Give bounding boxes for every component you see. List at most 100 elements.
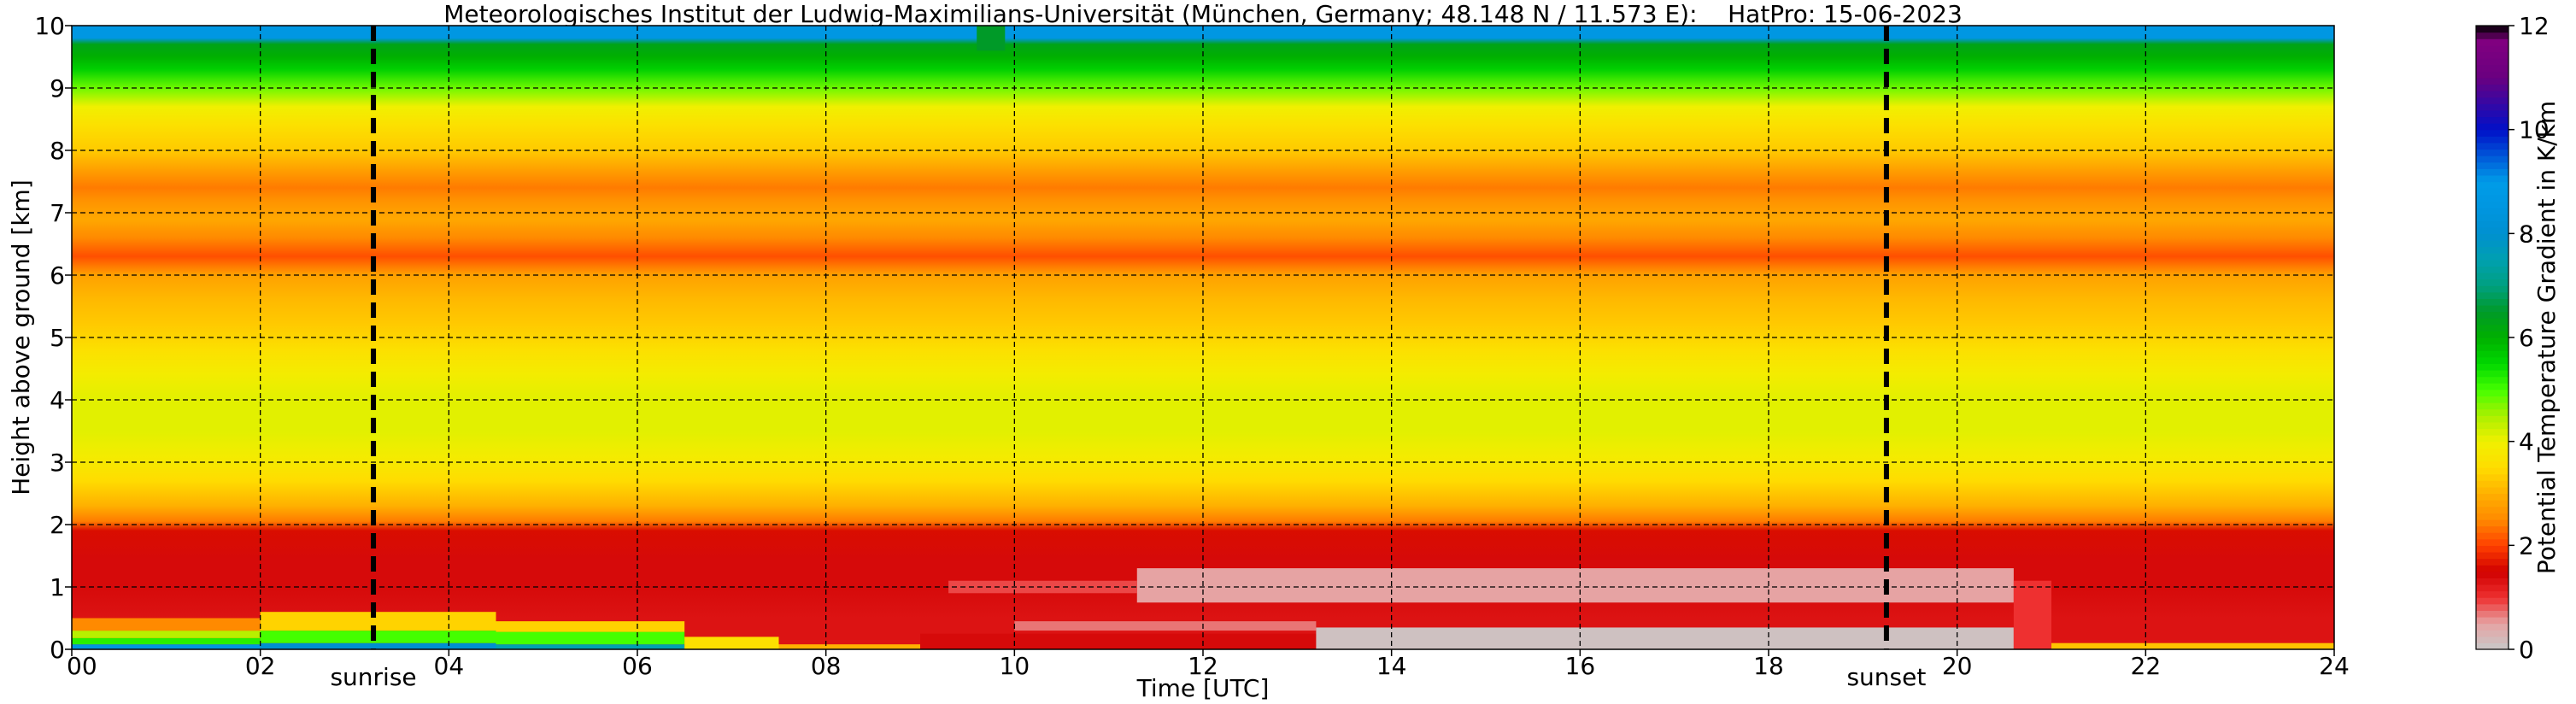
heatmap-cell	[948, 580, 1137, 594]
colorbar-segment	[2476, 298, 2509, 306]
colorbar-segment	[2476, 428, 2509, 436]
colorbar-segment	[2476, 480, 2509, 488]
colorbar-segment	[2476, 136, 2509, 144]
colorbar-segment	[2476, 266, 2509, 273]
colorbar-tick-label: 2	[2519, 531, 2534, 560]
colorbar-segment	[2476, 383, 2509, 390]
colorbar-segment	[2476, 214, 2509, 221]
colorbar-segment	[2476, 538, 2509, 546]
colorbar-segment	[2476, 291, 2509, 299]
heatmap-cell	[1014, 621, 1317, 631]
colorbar-segment	[2476, 181, 2509, 189]
colorbar-segment	[2476, 603, 2509, 611]
colorbar-label: Potential Temperature Gradient in K/km	[2532, 101, 2561, 574]
x-tick-label: 04	[434, 652, 465, 680]
colorbar-segment	[2476, 363, 2509, 371]
colorbar-segment	[2476, 486, 2509, 495]
colorbar-segment	[2476, 337, 2509, 345]
colorbar-segment	[2476, 26, 2509, 33]
y-tick-label: 6	[50, 261, 65, 290]
colorbar-segment	[2476, 168, 2509, 176]
heatmap-cell	[260, 612, 496, 631]
colorbar-segment	[2476, 91, 2509, 98]
colorbar-segment	[2476, 415, 2509, 423]
y-axis-label: Height above ground [km]	[7, 179, 35, 496]
colorbar-segment	[2476, 155, 2509, 163]
colorbar-segment	[2476, 109, 2509, 118]
y-axis: 0 1 2 3 4 5 6 7 8 9 10	[34, 12, 72, 664]
colorbar-segment	[2476, 246, 2509, 254]
colorbar-segment	[2476, 285, 2509, 293]
heatmap-cell	[1316, 627, 2014, 649]
colorbar-segment	[2476, 97, 2509, 104]
colorbar-segment	[2476, 253, 2509, 261]
colorbar-segment	[2476, 324, 2509, 331]
colorbar-segment	[2476, 448, 2509, 455]
colorbar-segment	[2476, 610, 2509, 618]
x-tick-label: 06	[622, 652, 653, 680]
colorbar-segment	[2476, 402, 2509, 410]
heatmap-cell	[72, 644, 261, 649]
chart-title: Meteorologisches Institut der Ludwig-Max…	[443, 0, 1963, 28]
y-tick-label: 1	[50, 573, 65, 601]
colorbar-segment	[2476, 149, 2509, 156]
colorbar-segment	[2476, 116, 2509, 124]
colorbar-segment	[2476, 389, 2509, 397]
heatmap-cell	[684, 637, 779, 649]
colorbar-segment	[2476, 239, 2509, 248]
x-tick-label: 12	[1188, 652, 1218, 680]
heatmap-cell	[260, 631, 496, 643]
colorbar-segment	[2476, 220, 2509, 228]
colorbar-segment	[2476, 525, 2509, 533]
colorbar-segment	[2476, 318, 2509, 326]
colorbar-segment	[2476, 103, 2509, 111]
colorbar-segment	[2476, 473, 2509, 481]
colorbar-segment	[2476, 38, 2509, 46]
y-tick-label: 2	[50, 511, 65, 539]
x-axis-label: Time [UTC]	[1136, 674, 1270, 702]
colorbar-segment	[2476, 233, 2509, 241]
heatmap-cell	[496, 631, 685, 645]
colorbar-segment	[2476, 311, 2509, 319]
sun-markers: sunrise sunset	[330, 26, 1926, 691]
colorbar-segment	[2476, 64, 2509, 72]
colorbar-tick-label: 0	[2519, 636, 2534, 664]
colorbar-segment	[2476, 513, 2509, 520]
colorbar-segment	[2476, 532, 2509, 540]
colorbar-segment	[2476, 435, 2509, 443]
colorbar-segment	[2476, 343, 2509, 351]
y-tick-label: 7	[50, 199, 65, 227]
colorbar-segment	[2476, 506, 2509, 513]
y-tick-label: 10	[34, 12, 65, 40]
colorbar-segment	[2476, 441, 2509, 449]
colorbar-segment	[2476, 129, 2509, 137]
y-tick-label: 8	[50, 137, 65, 165]
colorbar-segment	[2476, 461, 2509, 468]
colorbar-segment	[2476, 161, 2509, 169]
colorbar-segment	[2476, 642, 2509, 650]
colorbar-tick-label: 4	[2519, 428, 2534, 456]
heatmap-cell	[1136, 568, 2014, 603]
colorbar-segment	[2476, 272, 2509, 280]
colorbar-segment	[2476, 71, 2509, 79]
x-tick-label: 20	[1942, 652, 1973, 680]
colorbar-segment	[2476, 51, 2509, 59]
colorbar-segment	[2476, 259, 2509, 267]
grid	[72, 26, 2334, 649]
colorbar-segment	[2476, 616, 2509, 625]
heatmap-cell	[496, 621, 685, 632]
heatmap-cell	[260, 642, 496, 649]
colorbar-segment	[2476, 331, 2509, 338]
colorbar-segment	[2476, 636, 2509, 643]
heatmap-cell	[778, 644, 920, 649]
colorbar-segment	[2476, 558, 2509, 566]
heatmap-cell	[72, 618, 261, 631]
colorbar-segment	[2476, 500, 2509, 507]
colorbar-segment	[2476, 304, 2509, 313]
colorbar-segment	[2476, 467, 2509, 475]
colorbar-segment	[2476, 44, 2509, 53]
colorbar-segment	[2476, 396, 2509, 403]
colorbar-segment	[2476, 356, 2509, 365]
x-tick-label: 10	[1000, 652, 1030, 680]
